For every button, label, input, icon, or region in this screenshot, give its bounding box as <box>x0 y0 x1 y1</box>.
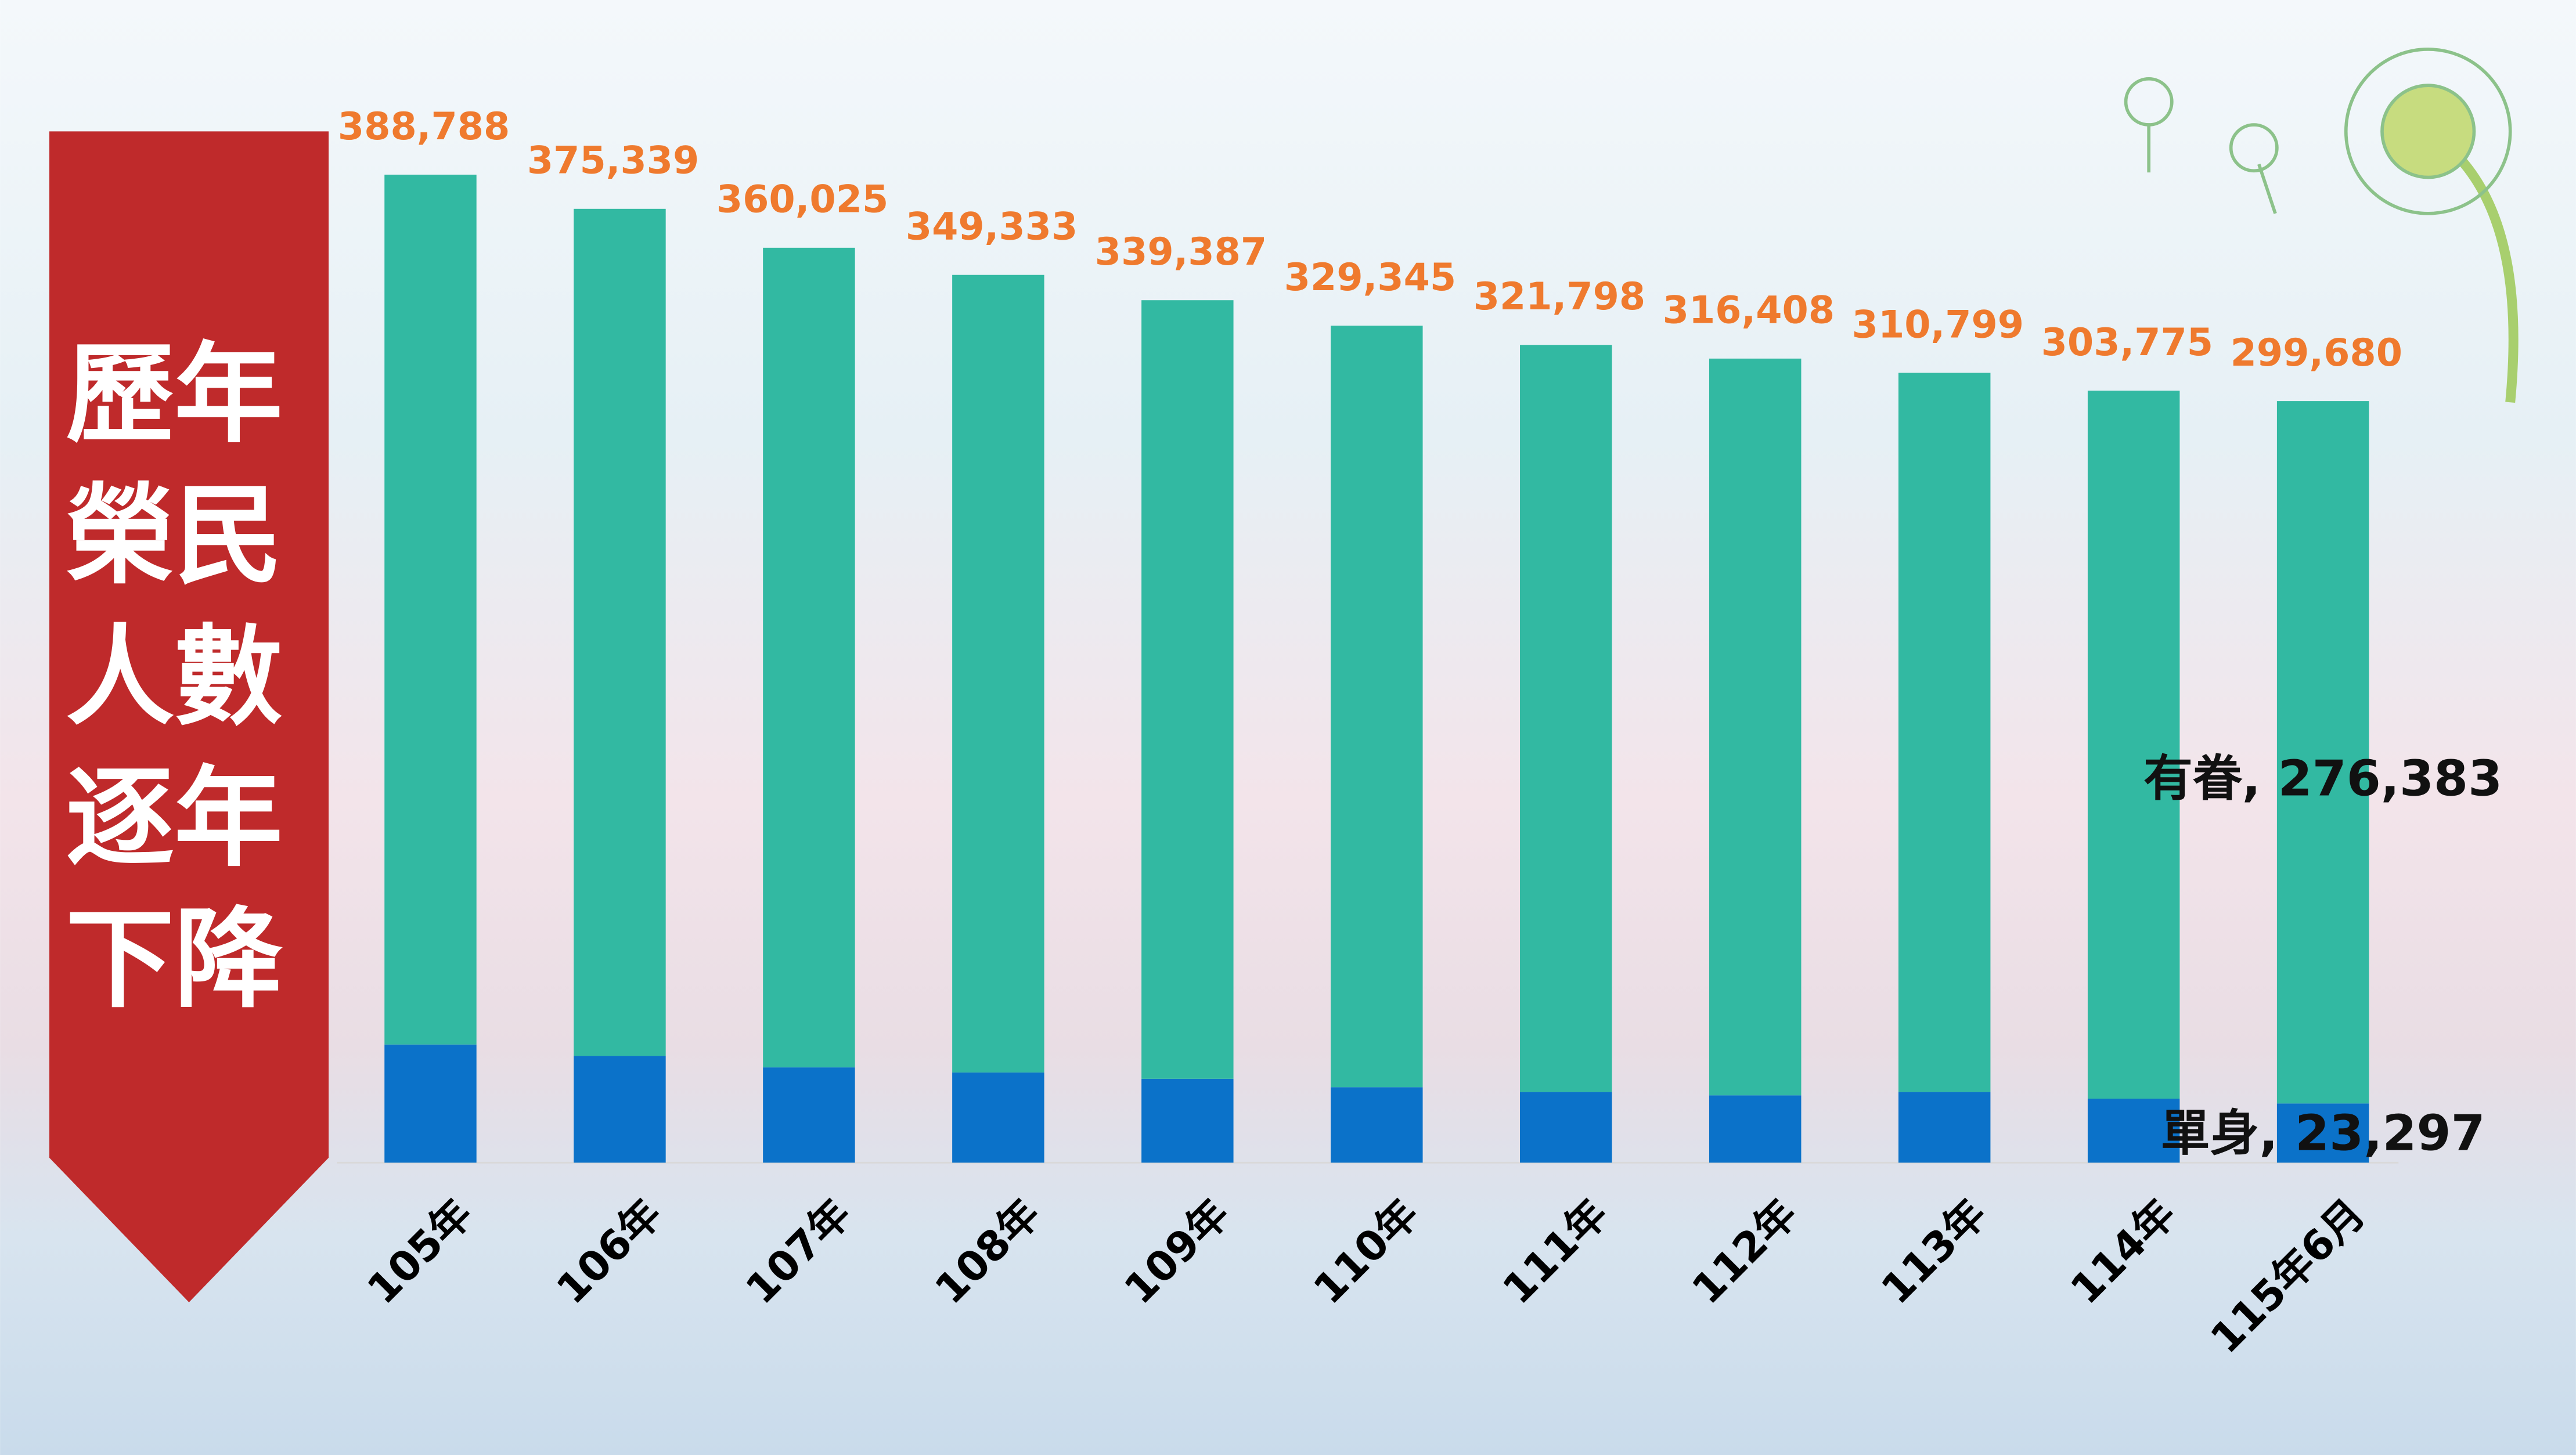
bar-segment <box>1898 1092 1991 1163</box>
bar-segment <box>1141 300 1234 1079</box>
title-box: 歷年榮民人數逐年下降 <box>66 331 283 1023</box>
bar-segment <box>2087 1098 2180 1163</box>
bar-segment <box>1331 1087 1423 1163</box>
bar-segment <box>2276 1103 2369 1163</box>
title-arrow <box>49 131 329 1302</box>
bar-segment <box>1520 345 1612 1092</box>
total-label: 303,775 <box>2041 321 2213 364</box>
total-label: 329,345 <box>1284 256 1456 299</box>
bar-segment <box>1709 1095 1802 1163</box>
bar-segment <box>763 1067 855 1163</box>
total-label: 316,408 <box>1663 289 1835 333</box>
segment-label: 有眷, 276,383 <box>2143 750 2502 808</box>
bar-segment <box>952 1072 1044 1163</box>
total-label: 349,333 <box>906 205 1078 249</box>
bar-segment <box>952 275 1044 1073</box>
bar-segment <box>763 247 855 1068</box>
total-label: 360,025 <box>716 178 888 222</box>
bar-segment <box>574 1056 666 1163</box>
bar-segment <box>1331 326 1423 1088</box>
bar-segment <box>2276 401 2369 1104</box>
bar-segment <box>1709 358 1802 1096</box>
total-label: 388,788 <box>338 105 510 149</box>
bar-segment <box>1898 373 1991 1092</box>
total-label: 299,680 <box>2231 331 2402 375</box>
chart-title: 歷年榮民人數逐年下降 <box>66 331 283 1023</box>
bar-segment <box>384 174 477 1045</box>
bar-segment <box>1141 1078 1234 1163</box>
bar-segment <box>2087 391 2180 1099</box>
total-label: 375,339 <box>527 139 699 183</box>
segment-label: 單身, 23,297 <box>2161 1105 2485 1162</box>
bar-segment <box>1520 1092 1612 1163</box>
total-label: 321,798 <box>1473 275 1645 319</box>
bar-segment <box>384 1044 477 1163</box>
total-label: 339,387 <box>1095 230 1267 274</box>
total-label: 310,799 <box>1852 303 2024 346</box>
bar-segment <box>574 208 666 1056</box>
decoration <box>2124 48 2519 403</box>
